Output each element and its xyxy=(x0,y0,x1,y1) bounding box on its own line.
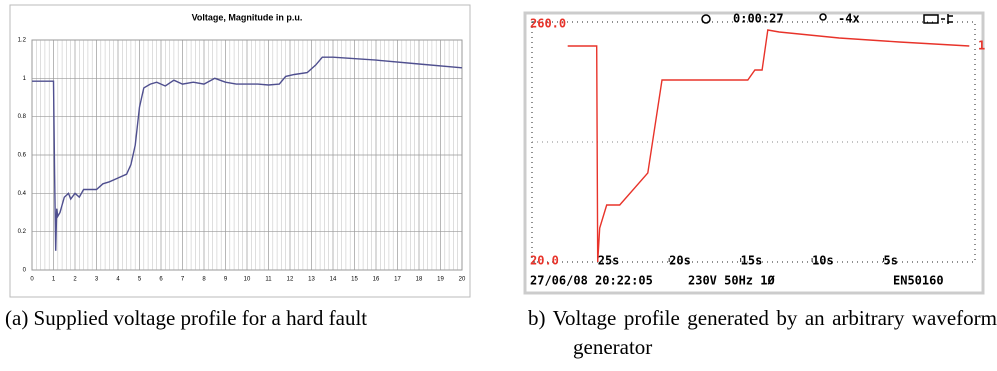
y-tick-label: 0.2 xyxy=(18,229,27,235)
x-tick-label: 10 xyxy=(244,277,251,283)
y-tick-label: 0.8 xyxy=(18,114,27,120)
page: Voltage, Magnitude in p.u. 0:00:27 -4x 1… xyxy=(0,0,997,371)
caption-b: b) Voltage profile generated by an arbit… xyxy=(528,304,997,362)
x-tick-label: 20 xyxy=(459,277,466,283)
footer-date: 27/06/08 20:22:05 xyxy=(530,274,653,288)
y-tick-label: 20.0 xyxy=(530,254,559,268)
scope-screen: 0:00:27 -4x 1 27/06/08 20:22:05 230V 50H… xyxy=(525,12,985,294)
figure: Voltage, Magnitude in p.u. 0:00:27 -4x 1… xyxy=(0,0,997,300)
x-tick-label: 16 xyxy=(373,277,380,283)
x-tick-label: 5s xyxy=(884,254,898,268)
footer-mains: 230V 50Hz 1Ø xyxy=(688,274,775,288)
chart-title: Voltage, Magnitude in p.u. xyxy=(192,12,303,22)
x-tick-label: 15s xyxy=(741,254,763,268)
x-tick-label: 17 xyxy=(394,277,401,283)
x-tick-label: 11 xyxy=(265,277,272,283)
x-tick-label: 15 xyxy=(351,277,358,283)
screen-frame xyxy=(525,13,983,293)
footer-standard: EN50160 xyxy=(893,274,944,288)
x-tick-label: 10s xyxy=(812,254,834,268)
y-tick-label: 0.6 xyxy=(18,153,27,159)
y-tick-label: 0.4 xyxy=(18,191,27,197)
elapsed-time: 0:00:27 xyxy=(733,12,784,26)
x-tick-label: 14 xyxy=(330,277,337,283)
trace-label: 1 xyxy=(978,39,985,53)
y-tick-label: 260.0 xyxy=(530,17,566,31)
x-tick-label: 25s xyxy=(598,254,620,268)
x-tick-label: 19 xyxy=(437,277,444,283)
x-tick-label: 18 xyxy=(416,277,423,283)
x-tick-label: 12 xyxy=(287,277,294,283)
x-tick-label: 13 xyxy=(308,277,315,283)
y-tick-label: 1.2 xyxy=(18,38,27,44)
x-tick-label: 20s xyxy=(669,254,691,268)
caption-a: (a) Supplied voltage profile for a hard … xyxy=(5,304,470,333)
zoom-level: -4x xyxy=(838,12,860,26)
